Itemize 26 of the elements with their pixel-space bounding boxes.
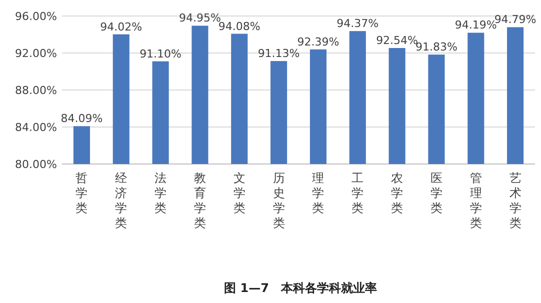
x-tick-label: 经济学类 xyxy=(115,171,128,230)
data-label: 92.39% xyxy=(297,35,340,48)
x-tick-label: 哲学类 xyxy=(76,171,88,215)
data-label: 91.83% xyxy=(415,40,458,54)
x-tick-label: 教育学类 xyxy=(194,171,206,230)
data-label: 94.19% xyxy=(454,18,497,32)
x-tick-label: 医学类 xyxy=(430,171,442,215)
y-tick-label: 80.00% xyxy=(15,158,57,171)
x-tick-label: 管理学类 xyxy=(470,171,482,230)
y-tick-label: 84.00% xyxy=(15,121,57,134)
y-tick-label: 88.00% xyxy=(15,84,57,97)
x-tick-label: 法学类 xyxy=(154,171,167,215)
data-label: 91.13% xyxy=(258,47,300,60)
data-label: 91.10% xyxy=(140,47,182,60)
data-label: 84.09% xyxy=(60,112,103,126)
x-tick-label: 历史学类 xyxy=(272,171,285,230)
y-tick-label: 96.00% xyxy=(15,10,57,23)
data-label: 94.37% xyxy=(336,17,379,30)
text: 图 1—7 本科各学科就业率 xyxy=(224,281,377,295)
x-tick-label: 农学类 xyxy=(391,171,404,215)
x-tick-label: 理学类 xyxy=(312,171,324,215)
x-tick-label: 工学类 xyxy=(352,171,364,215)
x-tick-label: 文学类 xyxy=(233,171,246,215)
x-tick-label: 艺术学类 xyxy=(509,171,522,230)
y-tick-label: 92.00% xyxy=(15,47,57,60)
data-label: 94.02% xyxy=(100,20,142,34)
